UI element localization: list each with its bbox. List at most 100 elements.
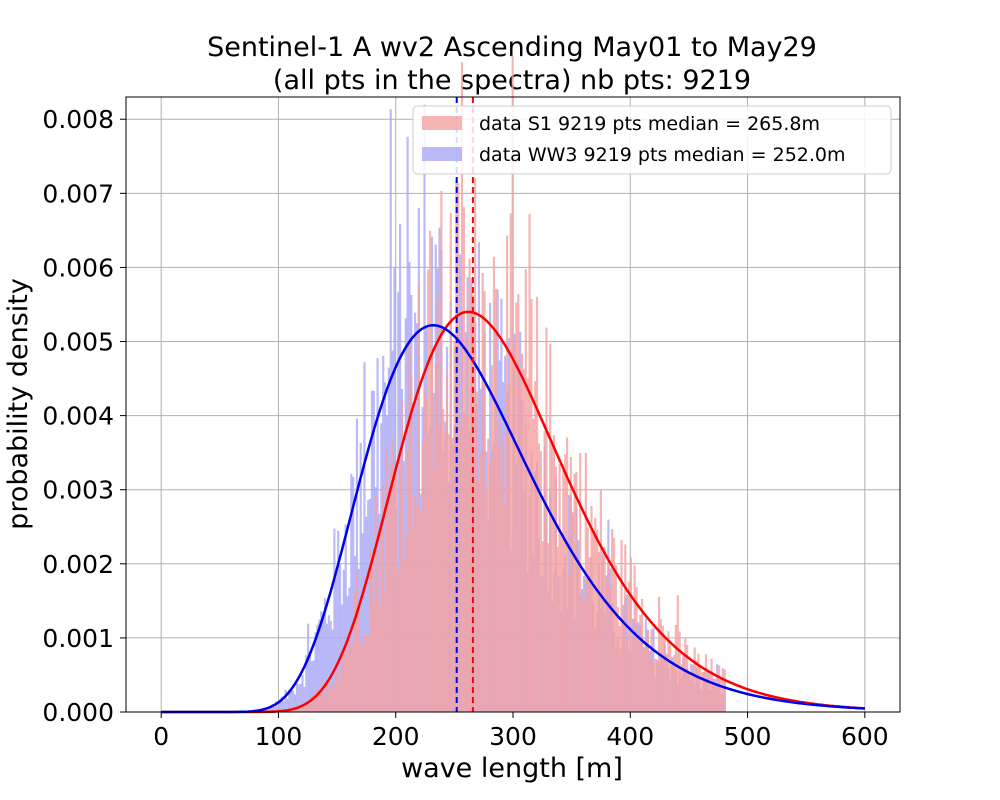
- bar-s1-135: [535, 296, 539, 712]
- bar-s1-90: [451, 437, 454, 712]
- bar-s1-82: [436, 297, 439, 712]
- bar-s1-95: [460, 62, 464, 712]
- bar-s1-93: [457, 183, 460, 713]
- bar-s1-148: [560, 535, 563, 712]
- median-lines: [455, 97, 474, 712]
- bar-s1-70: [414, 495, 417, 712]
- bar-s1-23: [325, 683, 329, 712]
- bar-ww3-36: [325, 623, 329, 712]
- bar-s1-170: [601, 552, 604, 712]
- histogram-bars: [258, 55, 726, 713]
- bar-ww3-22: [299, 683, 302, 712]
- bar-s1-74: [421, 443, 424, 712]
- bar-s1-66: [406, 449, 409, 712]
- fit-curve-s1: [161, 310, 865, 714]
- bar-ww3-31: [316, 624, 319, 712]
- bar-ww3-50: [352, 476, 355, 712]
- fit-curve-ww3: [161, 323, 865, 714]
- bar-s1-88: [447, 434, 450, 712]
- bar-s1-101: [472, 295, 475, 712]
- bar-s1-195: [648, 658, 651, 712]
- bar-s1-116: [500, 483, 503, 712]
- x-tick-label-6: 600: [841, 722, 889, 751]
- bar-s1-185: [629, 557, 632, 712]
- bar-ww3-117: [477, 242, 480, 713]
- bar-s1-42: [361, 644, 364, 712]
- bar-s1-43: [363, 635, 366, 712]
- bar-ww3-28: [310, 661, 313, 712]
- bar-s1-34: [346, 657, 349, 712]
- bar-s1-162: [586, 527, 589, 712]
- bar-s1-214: [684, 638, 687, 712]
- bar-s1-45: [367, 635, 370, 712]
- bar-s1-16: [312, 695, 315, 712]
- y-axis-label: probability density: [3, 278, 34, 530]
- bar-s1-56: [387, 489, 390, 712]
- bar-s1-31: [340, 656, 344, 712]
- bar-s1-67: [408, 339, 411, 712]
- bar-s1-25: [329, 689, 332, 712]
- bar-ww3-38: [329, 620, 332, 712]
- bar-s1-178: [616, 606, 619, 712]
- bar-ww3-46: [344, 524, 347, 712]
- bar-s1-210: [676, 595, 679, 712]
- bar-s1-27: [333, 685, 336, 712]
- bar-s1-80: [432, 467, 435, 712]
- bar-s1-79: [430, 347, 434, 712]
- x-tick-label-4: 400: [606, 722, 654, 751]
- bar-s1-235: [723, 669, 726, 712]
- bar-s1-94: [459, 426, 462, 712]
- x-tick-label-2: 200: [372, 722, 420, 751]
- y-tick-label-8: 0.008: [42, 105, 114, 134]
- bar-s1-61: [397, 570, 400, 712]
- bar-s1-216: [687, 674, 691, 712]
- bar-s1-156: [575, 472, 578, 712]
- bar-s1-111: [490, 365, 494, 712]
- bar-s1-78: [429, 230, 432, 712]
- x-axis: 0 100 200 300 400 500 600: [153, 712, 889, 751]
- bar-s1-125: [517, 294, 520, 712]
- bar-s1-28: [335, 671, 338, 712]
- bar-s1-206: [669, 645, 672, 712]
- bar-s1-141: [547, 543, 550, 712]
- bar-s1-130: [526, 377, 529, 712]
- bar-s1-163: [588, 557, 591, 712]
- bar-ww3-16: [288, 689, 291, 712]
- bar-s1-108: [485, 489, 488, 712]
- bar-ww3-70: [389, 109, 392, 712]
- bar-s1-207: [671, 661, 674, 712]
- bar-s1-190: [639, 615, 642, 712]
- bar-s1-147: [558, 464, 561, 712]
- bar-ww3-3: [263, 708, 267, 712]
- bar-s1-218: [691, 671, 694, 712]
- bar-ww3-56: [363, 362, 366, 712]
- bar-s1-201: [659, 619, 663, 712]
- bar-s1-186: [631, 638, 634, 712]
- bar-s1-174: [609, 588, 612, 712]
- bar-s1-212: [680, 664, 683, 712]
- bar-s1-168: [597, 551, 601, 712]
- bar-s1-142: [549, 343, 552, 712]
- bar-s1-229: [712, 678, 715, 712]
- bar-s1-97: [464, 414, 467, 712]
- bar-s1-72: [417, 283, 420, 712]
- bar-s1-123: [513, 343, 516, 712]
- bar-s1-166: [594, 517, 597, 712]
- bar-s1-209: [674, 624, 678, 712]
- bar-ww3-37: [327, 615, 330, 712]
- bar-ww3-32: [318, 619, 321, 712]
- bar-s1-120: [507, 384, 511, 712]
- bar-s1-151: [566, 437, 569, 712]
- bar-s1-17: [314, 691, 317, 712]
- bar-s1-29: [337, 668, 340, 712]
- x-tick-label-3: 300: [489, 722, 537, 751]
- legend-label-s1: data S1 9219 pts median = 265.8m: [479, 113, 820, 135]
- bar-s1-11: [303, 703, 306, 712]
- bar-s1-83: [438, 426, 441, 712]
- bar-s1-87: [445, 375, 449, 712]
- y-tick-label-1: 0.001: [42, 624, 114, 653]
- bar-s1-152: [567, 572, 571, 712]
- bar-s1-103: [475, 391, 479, 712]
- bar-ww3-24: [303, 686, 306, 712]
- bar-s1-119: [505, 235, 509, 712]
